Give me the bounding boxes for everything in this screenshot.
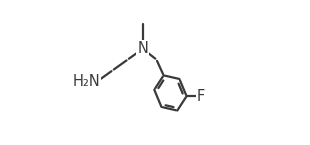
Text: N: N [137,41,148,56]
Text: F: F [197,89,205,104]
Text: H₂N: H₂N [72,74,100,89]
